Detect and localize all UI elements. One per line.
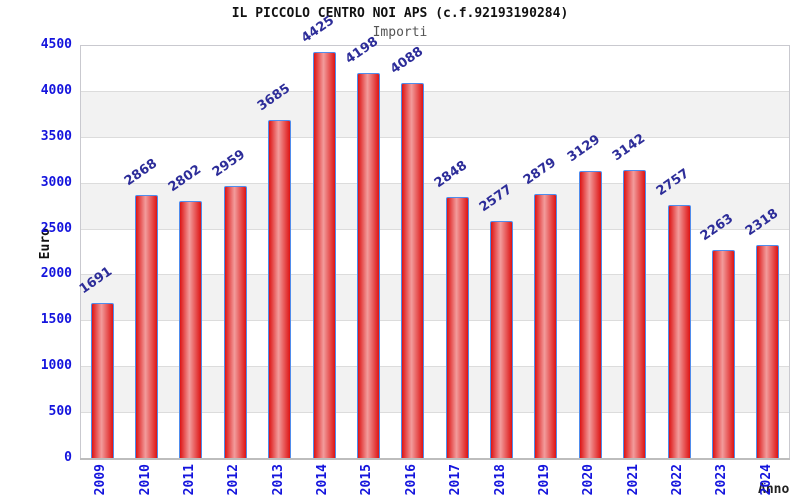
chart-subtitle: Importi: [372, 25, 428, 40]
bar: [445, 196, 469, 458]
gridline: [80, 412, 790, 414]
gridline: [80, 366, 790, 368]
gridline: [80, 228, 790, 230]
x-tick-label: 2014: [315, 464, 331, 496]
x-tick-label: 2011: [181, 464, 197, 496]
x-tick-label: 2022: [670, 464, 686, 496]
y-tick-label: 4500: [40, 37, 72, 52]
bar: [623, 169, 647, 458]
gridline: [80, 90, 790, 92]
bar: [711, 250, 735, 458]
bar: [490, 221, 514, 458]
x-tick-label: 2016: [403, 464, 419, 496]
y-tick-label: 0: [64, 450, 72, 465]
x-tick-label: 2019: [536, 464, 552, 496]
x-tick-label: 2010: [137, 464, 153, 496]
x-tick-label: 2023: [714, 464, 730, 496]
bar: [534, 193, 558, 458]
x-axis-line: [80, 458, 790, 460]
x-tick-label: 2017: [448, 464, 464, 496]
x-tick-label: 2009: [93, 464, 109, 496]
gridline: [80, 136, 790, 138]
bar: [223, 186, 247, 458]
x-tick-label: 2012: [226, 464, 242, 496]
y-tick-label: 500: [48, 404, 72, 420]
bar: [401, 82, 425, 458]
bar: [756, 245, 780, 458]
plot-border: [80, 45, 790, 458]
y-tick-label: 4000: [40, 82, 72, 98]
gridline: [80, 274, 790, 276]
x-tick-label: 2018: [492, 464, 508, 496]
bar: [268, 119, 292, 458]
x-tick-label: 2013: [270, 464, 286, 496]
bar: [667, 204, 691, 458]
y-tick-label: 2000: [40, 266, 72, 282]
x-tick-label: 2024: [758, 464, 774, 496]
x-tick-label: 2020: [581, 464, 597, 496]
bar: [312, 51, 336, 458]
bar: [135, 194, 159, 458]
plot-band: [80, 90, 790, 137]
gridline: [80, 182, 790, 184]
bar: [90, 302, 114, 458]
bar: [578, 170, 602, 458]
y-tick-label: 2500: [40, 220, 72, 236]
y-tick-label: 1000: [40, 358, 72, 374]
x-tick-label: 2021: [625, 464, 641, 496]
gridline: [80, 320, 790, 322]
chart-title: IL PICCOLO CENTRO NOI APS (c.f.921931902…: [231, 6, 569, 21]
x-tick-label: 2015: [359, 464, 375, 496]
y-tick-label: 3500: [40, 128, 72, 144]
x-axis-title: Anno: [758, 482, 790, 497]
bar: [356, 72, 380, 458]
bar: [179, 200, 203, 458]
y-tick-label: 1500: [40, 312, 72, 328]
y-tick-label: 3000: [40, 174, 72, 190]
